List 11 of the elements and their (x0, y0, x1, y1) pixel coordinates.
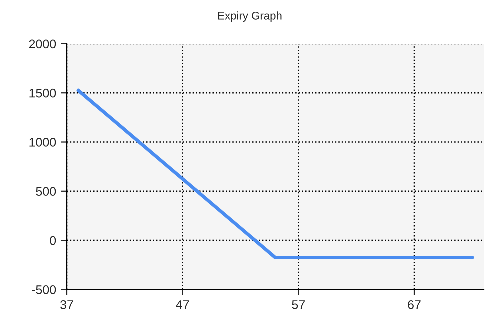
y-tick-label: 0 (50, 236, 56, 246)
x-tick-label: 47 (176, 300, 190, 310)
x-tick-label: 67 (408, 300, 421, 310)
y-tick-label: 500 (36, 187, 56, 196)
y-tick-label: 1500 (30, 88, 56, 98)
chart-title: Expiry Graph (218, 12, 282, 22)
y-tick-label: 2000 (29, 40, 56, 49)
y-tick-label: 1000 (30, 138, 56, 147)
y-tick-label: -500 (32, 286, 56, 294)
x-tick-label: 37 (60, 300, 74, 310)
x-tick-label: 57 (292, 300, 305, 310)
